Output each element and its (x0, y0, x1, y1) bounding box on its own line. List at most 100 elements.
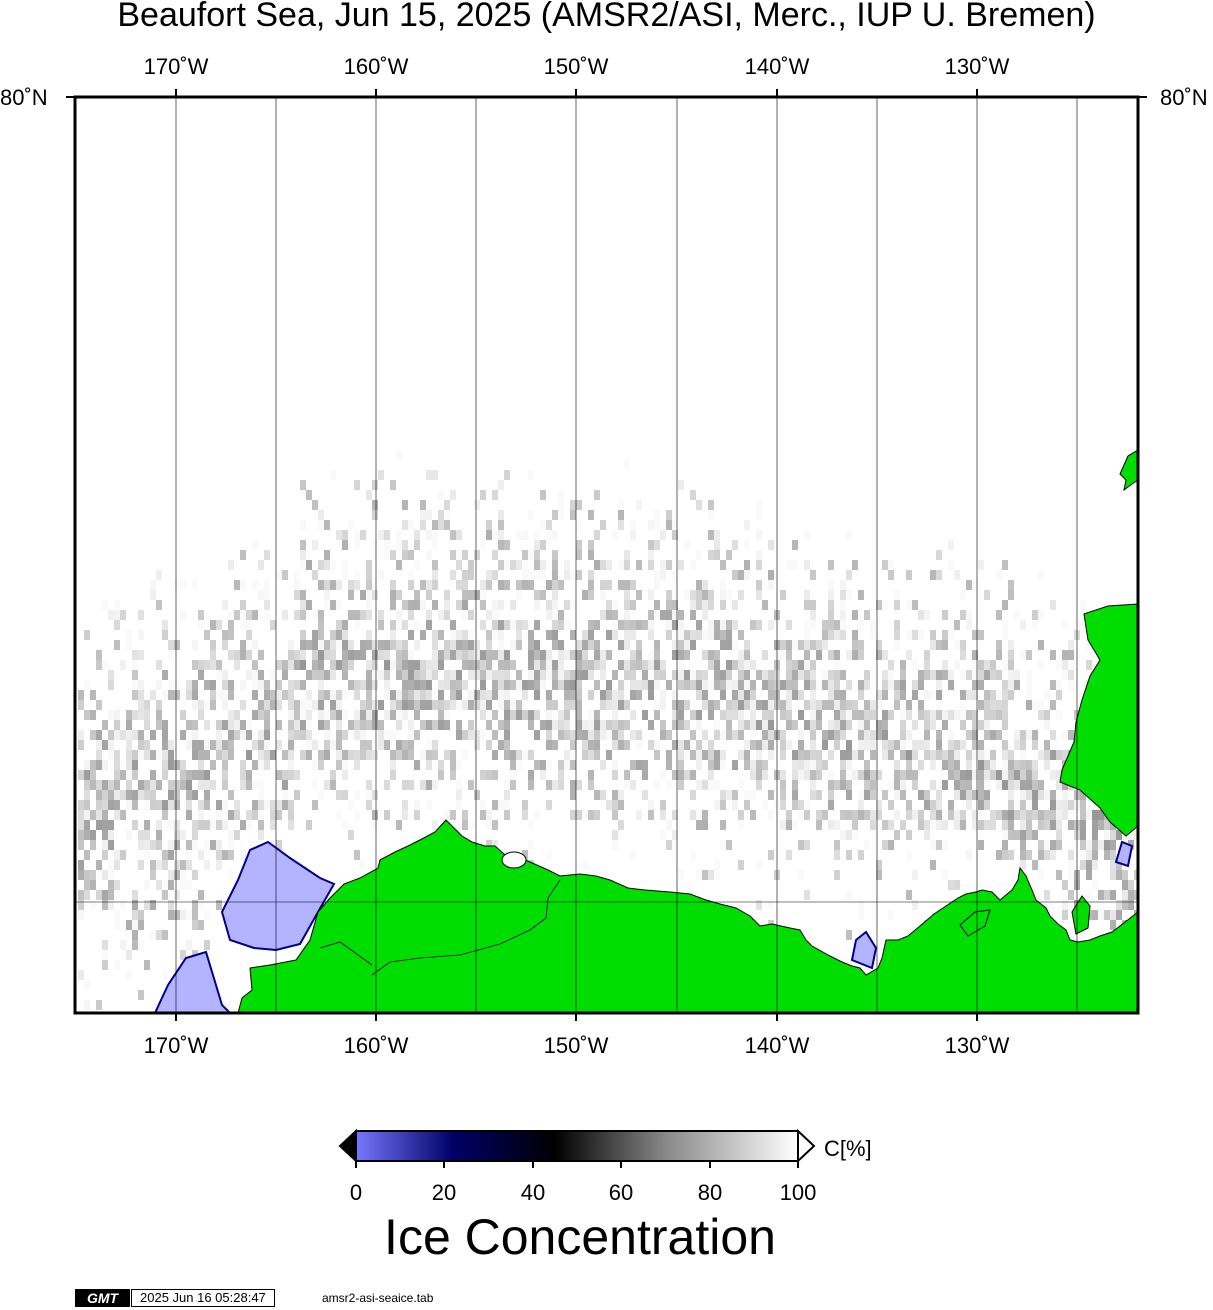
ice-speckle (126, 800, 132, 810)
ice-speckle (930, 670, 936, 680)
ice-speckle (138, 910, 144, 920)
ice-speckle (642, 620, 648, 630)
ice-speckle (396, 670, 402, 680)
ice-speckle (534, 570, 540, 580)
ice-speckle (156, 830, 162, 840)
ice-speckle (288, 810, 294, 820)
ice-speckle (966, 730, 972, 740)
ice-speckle (840, 780, 846, 790)
ice-speckle (996, 850, 1002, 860)
ice-speckle (1008, 800, 1014, 810)
ice-speckle (900, 700, 906, 710)
ice-speckle (186, 940, 192, 950)
ice-speckle (1014, 730, 1020, 740)
ice-speckle (102, 950, 108, 960)
ice-speckle (186, 740, 192, 750)
low-ice-patch-southwest (153, 950, 232, 1013)
ice-speckle (168, 880, 174, 890)
ice-speckle (402, 680, 408, 690)
ice-speckle (126, 740, 132, 750)
ice-speckle (846, 830, 852, 840)
ice-speckle (402, 810, 408, 820)
ice-speckle (690, 850, 696, 860)
ice-speckle (1020, 790, 1026, 800)
ice-speckle (660, 800, 666, 810)
ice-speckle (312, 500, 318, 510)
ice-speckle (294, 590, 300, 600)
ice-speckle (594, 650, 600, 660)
ice-speckle (240, 580, 246, 590)
ice-speckle (1068, 890, 1074, 900)
ice-speckle (462, 590, 468, 600)
ice-speckle (522, 580, 528, 590)
ice-speckle (1002, 680, 1008, 690)
ice-speckle (780, 650, 786, 660)
ice-speckle (732, 790, 738, 800)
ice-speckle (756, 720, 762, 730)
ice-speckle (750, 720, 756, 730)
ice-speckle (192, 900, 198, 910)
ice-speckle (810, 680, 816, 690)
ice-speckle (222, 740, 228, 750)
ice-speckle (450, 670, 456, 680)
ice-speckle (192, 640, 198, 650)
ice-speckle (564, 670, 570, 680)
ice-speckle (360, 640, 366, 650)
ice-speckle (948, 880, 954, 890)
ice-speckle (930, 820, 936, 830)
ice-speckle (216, 690, 222, 700)
ice-speckle (288, 650, 294, 660)
ice-speckle (510, 560, 516, 570)
ice-speckle (300, 640, 306, 650)
ice-speckle (354, 850, 360, 860)
ice-speckle (846, 850, 852, 860)
ice-speckle (384, 690, 390, 700)
ice-speckle (696, 580, 702, 590)
ice-speckle (300, 660, 306, 670)
ice-speckle (528, 780, 534, 790)
ice-speckle (984, 730, 990, 740)
ice-speckle (1026, 780, 1032, 790)
ice-speckle (510, 660, 516, 670)
ice-speckle (882, 670, 888, 680)
ice-speckle (690, 770, 696, 780)
ice-speckle (660, 770, 666, 780)
ice-speckle (396, 640, 402, 650)
land-boundary-line (371, 879, 561, 976)
ice-speckle (492, 820, 498, 830)
ice-speckle (696, 500, 702, 510)
ice-speckle (366, 610, 372, 620)
ice-speckle (210, 640, 216, 650)
ice-speckle (738, 750, 744, 760)
colorbar-tick-100: 100 (779, 1180, 817, 1205)
ice-speckle (492, 490, 498, 500)
ice-speckle (1038, 700, 1044, 710)
ice-speckle (396, 540, 402, 550)
ice-speckle (264, 730, 270, 740)
ice-speckle (522, 620, 528, 630)
ice-speckle (240, 650, 246, 660)
ice-speckle (738, 690, 744, 700)
ice-speckle (216, 800, 222, 810)
ice-speckle (378, 530, 384, 540)
ice-speckle (594, 620, 600, 630)
ice-speckle (804, 750, 810, 760)
lagoon (501, 851, 527, 869)
ice-speckle (300, 680, 306, 690)
ice-speckle (120, 660, 126, 670)
ice-speckle (192, 820, 198, 830)
ice-speckle (252, 610, 258, 620)
ice-speckle (1020, 800, 1026, 810)
ice-speckle (78, 730, 84, 740)
ice-speckle (318, 680, 324, 690)
ice-speckle (606, 700, 612, 710)
ice-speckle (588, 540, 594, 550)
ice-speckle (642, 670, 648, 680)
ice-speckle (414, 710, 420, 720)
ice-speckle (678, 700, 684, 710)
ice-speckle (1110, 830, 1116, 840)
ice-speckle (192, 690, 198, 700)
ice-speckle (804, 630, 810, 640)
ice-speckle (534, 730, 540, 740)
ice-speckle (1044, 720, 1050, 730)
